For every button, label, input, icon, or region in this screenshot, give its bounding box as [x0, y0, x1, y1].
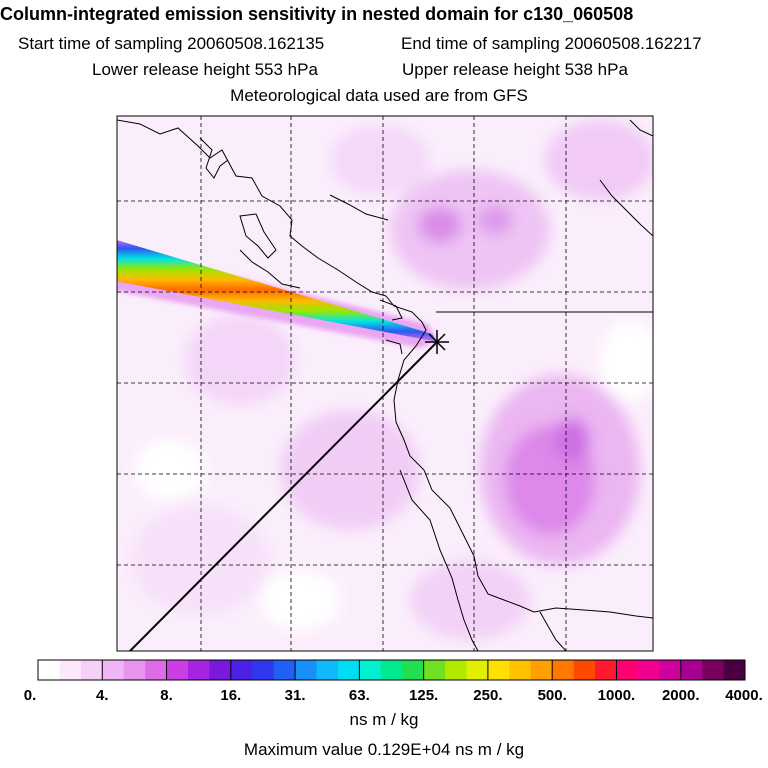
upper-release-value: 538 hPa — [564, 60, 628, 79]
colorbar-tick-label: 2000. — [662, 687, 700, 704]
met-source-note: Meteorological data used are from GFS — [230, 86, 528, 105]
colorbar-cell — [637, 660, 660, 680]
colorbar-cell — [573, 660, 596, 680]
colorbar-cell — [423, 660, 446, 680]
particle-plume — [117, 240, 438, 348]
lower-release-row: Lower release height 553 hPa — [92, 60, 318, 80]
colorbar-cell — [466, 660, 489, 680]
colorbar-cell — [316, 660, 339, 680]
background-sensitivity-field — [130, 120, 653, 640]
colorbar-cell — [80, 660, 103, 680]
map-frame — [116, 115, 654, 652]
colorbar-cell — [59, 660, 82, 680]
colorbar-tick-label: 500. — [538, 687, 567, 704]
colorbar-cell — [552, 660, 575, 680]
colorbar-cell — [38, 660, 60, 680]
end-time-label: End time of sampling — [401, 34, 560, 53]
colorbar-cell — [595, 660, 617, 680]
colorbar-tick-label: 1000. — [598, 687, 636, 704]
colorbar-cell — [723, 660, 746, 680]
colorbar-cell — [509, 660, 532, 680]
maximum-value-note: Maximum value 0.129E+04 ns m / kg — [0, 740, 768, 760]
colorbar-units: ns m / kg — [349, 710, 419, 729]
start-time-value: 20060508.162135 — [187, 34, 325, 53]
colorbar-cell — [702, 660, 725, 680]
colorbar-cell — [616, 660, 639, 680]
colorbar-cell — [273, 660, 296, 680]
coastlines — [117, 119, 653, 651]
colorbar-cell — [380, 660, 403, 680]
colorbar-tick-label: 125. — [409, 687, 438, 704]
colorbar-cell — [166, 660, 189, 680]
colorbar-tick-label: 8. — [160, 687, 173, 704]
colorbar-tick-label: 31. — [285, 687, 306, 704]
colorbar-cell — [530, 660, 553, 680]
colorbar-tick-label: 250. — [473, 687, 502, 704]
colorbar-cell — [230, 660, 253, 680]
colorbar-cell — [680, 660, 703, 680]
maximum-value: 0.129E+04 ns m / kg — [367, 740, 525, 759]
colorbar-cell — [295, 660, 318, 680]
colorbar-tick-label: 16. — [220, 687, 241, 704]
colorbar-cell — [252, 660, 275, 680]
colorbar-tick-labels: 0. 4. 8. 16. 31. 63. 125. 250. 500. 1000. 2000. 400… — [24, 660, 763, 704]
release-location-star — [425, 330, 449, 354]
trajectory-line — [129, 341, 438, 651]
colorbar-cell — [102, 660, 125, 680]
grid-lines — [117, 116, 653, 651]
colorbar-tick-label: 63. — [349, 687, 370, 704]
colorbar-cell — [659, 660, 682, 680]
colorbar-tick-label: 4. — [96, 687, 109, 704]
colorbar-cell — [145, 660, 168, 680]
colorbar-tick-label: 0. — [24, 687, 37, 704]
upper-release-row: Upper release height 538 hPa — [402, 60, 628, 80]
colorbar-cell — [187, 660, 210, 680]
colorbar-cell — [123, 660, 146, 680]
colorbar — [37, 659, 746, 681]
end-time-row: End time of sampling 20060508.162217 — [401, 34, 702, 54]
start-time-row: Start time of sampling 20060508.162135 — [18, 34, 324, 54]
colorbar-tick-label: 4000. — [725, 687, 763, 704]
lower-release-value: 553 hPa — [254, 60, 318, 79]
lower-release-label: Lower release height — [92, 60, 250, 79]
colorbar-cell — [487, 660, 510, 680]
colorbar-cell — [402, 660, 425, 680]
colorbar-cell — [337, 660, 360, 680]
maximum-value-label: Maximum value — [243, 740, 363, 759]
start-time-label: Start time of sampling — [18, 34, 183, 53]
colorbar-cell — [209, 660, 232, 680]
chart-title: Column-integrated emission sensitivity i… — [0, 4, 634, 24]
colorbar-cell — [445, 660, 467, 680]
colorbar-cell — [359, 660, 382, 680]
upper-release-label: Upper release height — [402, 60, 560, 79]
end-time-value: 20060508.162217 — [564, 34, 702, 53]
